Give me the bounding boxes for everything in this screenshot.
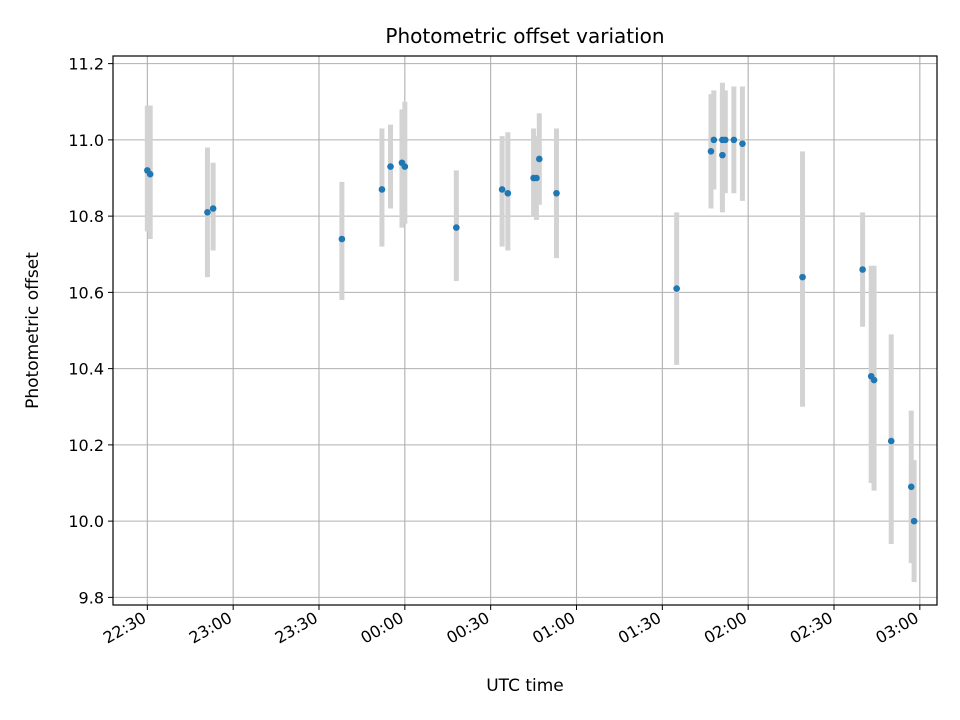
data-point xyxy=(209,205,217,212)
data-point xyxy=(710,136,718,144)
data-point xyxy=(910,517,918,525)
data-point xyxy=(887,437,895,445)
y-tick-label: 10.8 xyxy=(68,207,104,226)
y-tick-label: 11.0 xyxy=(68,131,104,150)
plot-frame xyxy=(112,55,938,606)
data-point xyxy=(498,186,506,193)
data-point xyxy=(799,273,806,281)
data-points xyxy=(144,136,918,525)
x-axis-title: UTC time xyxy=(486,676,564,696)
data-point xyxy=(536,155,543,163)
y-tick-label: 10.0 xyxy=(68,512,104,531)
data-point xyxy=(707,148,715,155)
data-point xyxy=(504,189,512,197)
y-axis-title: Photometric offset xyxy=(23,252,43,409)
data-point xyxy=(730,136,738,144)
grid xyxy=(113,56,937,605)
y-tick-label: 10.2 xyxy=(68,436,104,455)
data-point xyxy=(553,189,560,197)
y-axis-ticks: 9.8 10.0 10.2 10.4 10.6 10.8 11.0 11.2 xyxy=(68,55,113,607)
data-point xyxy=(859,266,866,273)
y-tick-label: 9.8 xyxy=(79,588,104,607)
y-tick-label: 11.2 xyxy=(68,55,104,74)
data-point xyxy=(673,285,680,292)
data-point xyxy=(719,151,726,159)
data-point xyxy=(204,209,211,216)
data-point xyxy=(907,483,915,491)
data-point xyxy=(453,224,460,231)
data-point xyxy=(721,136,729,144)
y-tick-label: 10.6 xyxy=(68,283,104,302)
data-point xyxy=(401,163,409,170)
data-point xyxy=(739,140,746,147)
data-point xyxy=(387,163,394,170)
data-point xyxy=(378,186,386,193)
chart-title: Photometric offset variation xyxy=(385,24,664,48)
data-point xyxy=(870,376,878,384)
data-point xyxy=(146,170,154,178)
y-tick-label: 10.4 xyxy=(68,360,104,379)
data-point xyxy=(338,235,346,243)
data-point xyxy=(533,174,540,182)
